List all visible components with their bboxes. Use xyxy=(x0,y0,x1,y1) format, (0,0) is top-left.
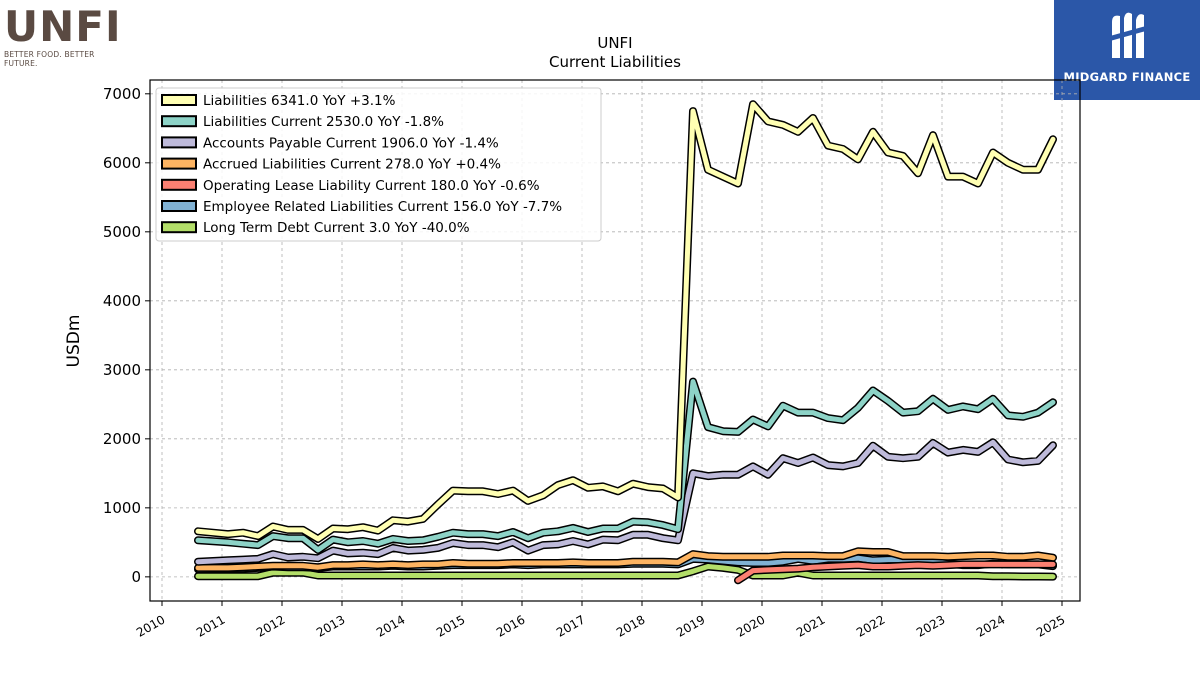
legend-swatch xyxy=(161,157,197,170)
y-tick-label: 3000 xyxy=(103,361,141,379)
unfi-logo-tagline: BETTER FOOD. BETTER FUTURE. xyxy=(4,50,95,68)
legend-entry-label: Accounts Payable Current 1906.0 YoY -1.4… xyxy=(203,135,499,151)
x-tick-label: 2021 xyxy=(794,612,827,639)
y-tick-label: 7000 xyxy=(103,85,141,103)
series-line xyxy=(195,379,1056,553)
legend: Liabilities 6341.0 YoY +3.1% Liabilities … xyxy=(155,87,602,242)
series-line xyxy=(195,439,1056,565)
legend-entry-label: Employee Related Liabilities Current 156… xyxy=(203,199,562,215)
x-tick-label: 2017 xyxy=(554,612,587,639)
unfi-logo-wordmark: UNFI xyxy=(4,2,122,51)
midgard-emblem-icon xyxy=(1110,12,1146,59)
legend-swatch xyxy=(161,221,197,234)
series-line xyxy=(195,101,1056,542)
legend-swatch xyxy=(161,94,197,106)
x-tick-label: 2024 xyxy=(974,612,1007,639)
chart-title: UNFI xyxy=(597,34,632,52)
plot-frame xyxy=(149,79,1081,602)
x-tick-label: 2011 xyxy=(194,612,227,639)
x-tick-label: 2020 xyxy=(734,612,767,639)
legend-swatch xyxy=(161,136,197,149)
legend-entry-label: Operating Lease Liability Current 180.0 … xyxy=(203,178,540,194)
series-accounts-payable-current xyxy=(194,438,1057,566)
legend-swatch xyxy=(161,200,197,212)
x-tick-label: 2018 xyxy=(614,612,647,639)
series-line xyxy=(195,564,1056,580)
y-tick-label: 0 xyxy=(131,568,141,586)
series-liabilities xyxy=(194,100,1057,543)
x-tick-label: 2015 xyxy=(434,612,467,639)
y-tick-label: 4000 xyxy=(103,292,141,310)
legend-entry-label: Long Term Debt Current 3.0 YoY -40.0% xyxy=(203,220,470,236)
x-tick-label: 2012 xyxy=(254,612,287,639)
legend-swatch xyxy=(161,115,197,128)
legend-entry-label: Accrued Liabilities Current 278.0 YoY +0… xyxy=(203,157,501,173)
x-tick-label: 2013 xyxy=(314,612,347,639)
series-operating-lease-liability-current xyxy=(734,560,1057,585)
series-accrued-liabilities-current xyxy=(194,547,1057,572)
x-tick-label: 2016 xyxy=(494,612,527,639)
midgard-finance-brand-text: MIDGARD FINANCE xyxy=(1063,70,1191,84)
midgard-finance-logo: MIDGARD FINANCE xyxy=(1054,0,1200,100)
y-tick-label: 2000 xyxy=(103,430,141,448)
y-tick-label: 1000 xyxy=(103,499,141,517)
legend-entry-label: Liabilities Current 2530.0 YoY -1.8% xyxy=(203,114,444,130)
x-tick-label: 2014 xyxy=(374,612,407,639)
series-liabilities-current xyxy=(194,377,1057,554)
chart-subtitle: Current Liabilities xyxy=(549,53,681,71)
x-tick-label: 2023 xyxy=(914,612,947,639)
series-line xyxy=(195,548,1056,571)
x-tick-label: 2019 xyxy=(674,612,707,639)
legend-entry-label: Liabilities 6341.0 YoY +3.1% xyxy=(203,93,396,109)
x-tick-label: 2025 xyxy=(1034,612,1067,639)
legend-swatch xyxy=(161,178,197,191)
x-tick-label: 2022 xyxy=(854,612,887,639)
x-tick-label: 2010 xyxy=(134,612,167,639)
legend-box xyxy=(155,87,602,242)
y-axis-label: USDm xyxy=(64,315,84,368)
unfi-logo: UNFI BETTER FOOD. BETTER FUTURE. xyxy=(4,2,128,69)
series-layer xyxy=(194,100,1057,585)
y-tick-label: 6000 xyxy=(103,154,141,172)
series-line xyxy=(735,561,1056,583)
y-tick-label: 5000 xyxy=(103,223,141,241)
series-long-term-debt-current xyxy=(194,562,1057,581)
